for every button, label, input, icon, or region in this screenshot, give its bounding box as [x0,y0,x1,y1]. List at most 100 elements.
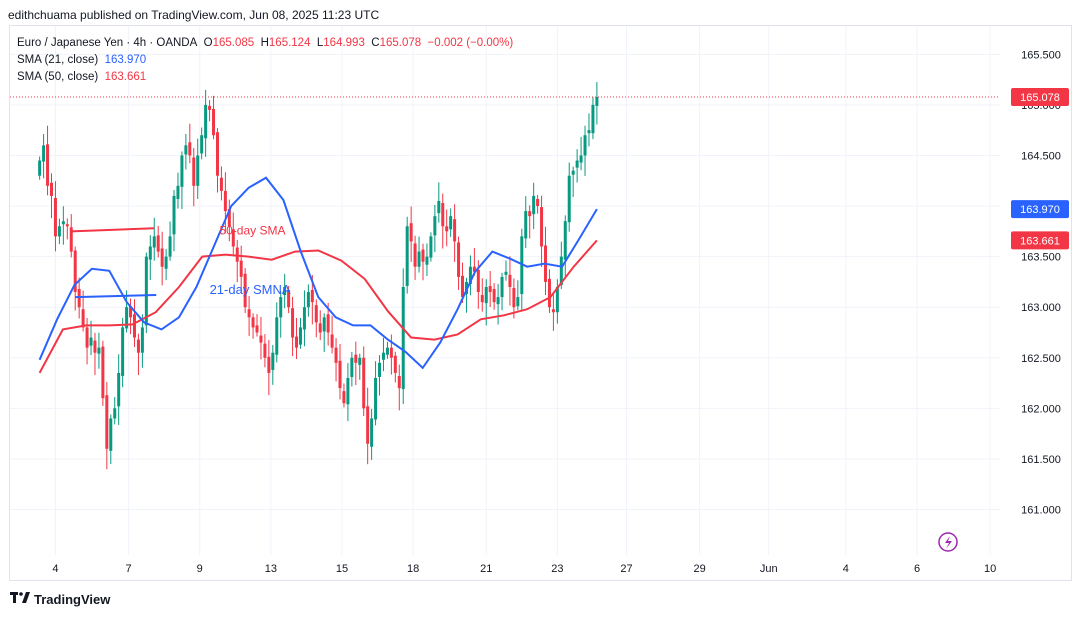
candle-body [555,286,559,313]
low-value: 164.993 [323,37,365,49]
candle-body [449,216,453,230]
candle-body [97,347,101,354]
candle-body [536,198,540,207]
candle-body [259,335,263,343]
candle-body [417,251,421,267]
y-tick-label: 163.000 [1021,302,1061,314]
x-tick-label: 15 [336,563,348,575]
candle-body [302,307,306,330]
candle-body [421,249,425,262]
candle-body [575,160,579,168]
candle-body [429,236,433,258]
candle-body [77,288,81,308]
candle-body [393,355,397,373]
candle-body [113,408,117,419]
candle-body [370,418,374,447]
x-tick-label: 27 [620,563,632,575]
sma21-annotation-text: 21-day SMNA [210,282,291,297]
candle-body [125,307,129,329]
candle-body [160,248,164,267]
chart-frame [9,25,1072,581]
candle-body [385,347,389,355]
candle-body [212,108,216,136]
candle-body [358,357,362,365]
candle-body [583,135,587,156]
candle-body [472,266,476,272]
candle-body [38,160,42,176]
candle-body [579,155,583,163]
x-tick-label: 7 [126,563,132,575]
candle-body [346,377,350,405]
candle-body [350,357,354,377]
candle-body [512,287,516,308]
candle-body [89,337,93,346]
candle-body [204,104,208,139]
candle-body [144,256,148,326]
candle-body [117,372,121,407]
candle-body [563,221,567,260]
candle-body [330,334,334,348]
x-tick-label: 4 [843,563,849,575]
candle-body [551,309,555,313]
annotation-lines: 50-day SMA 21-day SMNA [10,96,1000,299]
candle-body [168,236,172,257]
candle-body [587,130,591,134]
candle-body [484,286,488,304]
candle-body [176,185,180,199]
candle-body [298,327,302,345]
candle-body [381,352,385,360]
candle-body [53,197,57,237]
legend-sma21-row[interactable]: SMA (21, close) 163.970 [17,54,147,66]
grid [10,26,1000,555]
sma50-line [38,239,598,374]
sma50-annotation-line [71,227,155,233]
lightning-icon [938,532,958,552]
candle-body [140,327,144,353]
y-tick-label: 163.500 [1021,252,1061,264]
candle-body [528,211,532,217]
close-value: 165.078 [379,37,422,49]
candle-body [267,356,271,373]
candle-body [275,317,279,355]
candle-body [46,144,50,186]
x-tick-label: 10 [984,563,996,575]
candle-body [243,273,247,308]
x-tick-label: 9 [197,563,203,575]
candle-body [101,346,105,399]
candle-body [318,323,322,333]
candle-body [334,347,338,363]
axes: 165.500165.000164.500164.000163.500163.0… [52,49,1060,575]
candle-body [508,274,512,287]
legend-sma50-row[interactable]: SMA (50, close) 163.661 [17,71,147,83]
candle-body [433,216,437,236]
candle-body [42,145,46,162]
candle-body [516,297,520,307]
candle-body [492,288,496,303]
price-tags: 165.078 163.970 163.661 [938,88,1069,552]
candle-body [132,314,136,338]
candle-body [532,195,536,215]
candle-body [362,357,366,409]
candle-body [354,354,358,363]
candle-body [219,177,223,191]
candle-body [81,309,85,328]
sma21-line [38,176,598,370]
candle-body [49,182,53,196]
candle-body [85,327,89,348]
candle-body [437,200,441,214]
symbol-label[interactable]: Euro / Japanese Yen · 4h · OANDA [17,37,198,49]
candle-body [567,175,571,223]
candle-body [468,266,472,284]
candle-body [192,157,196,186]
candle-body [283,286,287,296]
sma50-annotation-text: 50-day SMA [219,223,285,237]
candle-body [156,235,160,252]
candle-body [152,236,156,248]
candle-body [457,242,461,277]
candle-body [338,360,342,389]
x-tick-label: 13 [265,563,277,575]
candle-body [69,227,73,252]
y-tick-label: 162.500 [1021,353,1061,365]
footer-brand[interactable]: TradingView [10,592,110,607]
